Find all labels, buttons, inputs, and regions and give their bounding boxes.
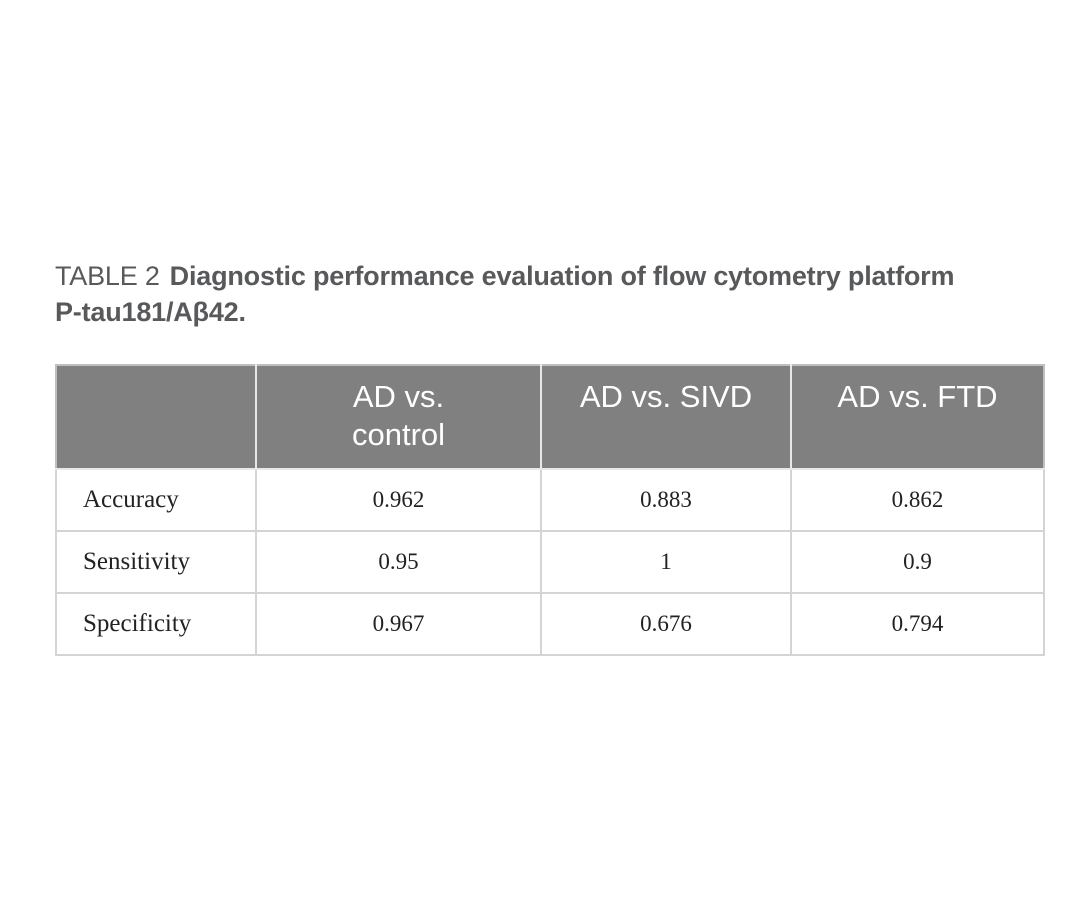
table-row-sensitivity: Sensitivity 0.95 1 0.9: [55, 530, 1045, 594]
table-caption: TABLE 2 Diagnostic performance evaluation…: [55, 258, 1055, 330]
table-title: Diagnostic performance evaluation of flo…: [169, 261, 955, 291]
cell-accuracy-sivd: 0.883: [540, 468, 792, 532]
header-ad-vs-control-line1: AD vs.: [352, 379, 445, 414]
row-label-sensitivity: Sensitivity: [55, 530, 257, 594]
header-ad-vs-control: AD vs. control: [255, 364, 542, 470]
cell-sensitivity-control: 0.95: [255, 530, 542, 594]
cell-sensitivity-ftd: 0.9: [790, 530, 1045, 594]
cell-accuracy-control: 0.962: [255, 468, 542, 532]
row-label-accuracy: Accuracy: [55, 468, 257, 532]
cell-specificity-control: 0.967: [255, 592, 542, 656]
cell-specificity-sivd: 0.676: [540, 592, 792, 656]
performance-table: AD vs. control AD vs. SIVD AD vs. FTD Ac…: [55, 364, 1045, 656]
cell-accuracy-ftd: 0.862: [790, 468, 1045, 532]
row-label-specificity: Specificity: [55, 592, 257, 656]
table-subtitle: P-tau181/Aβ42.: [55, 297, 246, 327]
header-ad-vs-ftd: AD vs. FTD: [790, 364, 1045, 470]
table-header-row: AD vs. control AD vs. SIVD AD vs. FTD: [55, 364, 1045, 470]
cell-sensitivity-sivd: 1: [540, 530, 792, 594]
table-row-specificity: Specificity 0.967 0.676 0.794: [55, 592, 1045, 656]
table-row-accuracy: Accuracy 0.962 0.883 0.862: [55, 468, 1045, 532]
header-blank-cell: [55, 364, 257, 470]
table-number: TABLE 2: [55, 261, 160, 291]
header-ad-vs-sivd: AD vs. SIVD: [540, 364, 792, 470]
cell-specificity-ftd: 0.794: [790, 592, 1045, 656]
header-ad-vs-control-line2: control: [351, 417, 446, 452]
